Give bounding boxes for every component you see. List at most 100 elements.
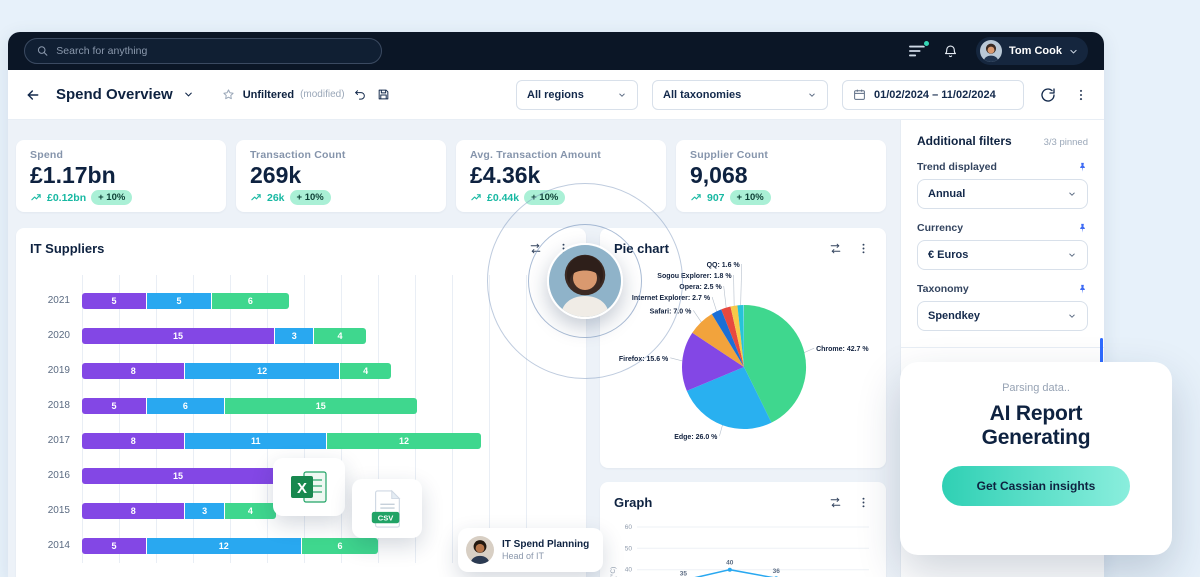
bar-segment[interactable]: 8: [82, 432, 185, 449]
bar-segment[interactable]: 8: [82, 502, 185, 519]
pie-label: Chrome: 42.7 %: [816, 346, 869, 353]
filter-label-trend: Trend displayed: [917, 161, 1088, 173]
graph-point[interactable]: [727, 567, 732, 572]
presenter-name-card[interactable]: IT Spend Planning Head of IT: [458, 528, 604, 572]
bar-segment[interactable]: 15: [82, 327, 274, 344]
bar-segment[interactable]: 11: [185, 432, 327, 449]
pie-label: Firefox: 15.6 %: [619, 356, 669, 363]
back-button[interactable]: [22, 85, 44, 105]
bar-track: 8 11 12: [82, 432, 481, 449]
top-navbar: Tom Cook: [8, 32, 1104, 70]
bar-segment[interactable]: 3: [185, 502, 224, 519]
divider: [901, 347, 1104, 348]
csv-file-card[interactable]: CSV: [352, 479, 422, 538]
kebab-menu-icon: [1079, 89, 1083, 100]
bar-segment[interactable]: 8: [82, 362, 185, 379]
chevron-down-icon: [1069, 314, 1075, 318]
right-chart-column: Pie chart QQ: 1.6 %: [600, 228, 886, 577]
bar-segment[interactable]: 3: [275, 327, 314, 344]
card-menu-button[interactable]: [855, 240, 872, 257]
bar-segment[interactable]: 5: [82, 537, 146, 554]
user-menu[interactable]: Tom Cook: [976, 37, 1088, 65]
scrollbar-thumb[interactable]: [1100, 338, 1103, 364]
pin-icon[interactable]: [1077, 284, 1088, 295]
date-range-picker[interactable]: 01/02/2024 – 11/02/2024: [842, 79, 1024, 110]
taxonomies-filter-value: All taxonomies: [663, 88, 742, 101]
bar-segment[interactable]: 6: [212, 292, 289, 309]
swap-axes-button[interactable]: [826, 494, 845, 511]
bar-segment[interactable]: 5: [82, 292, 146, 309]
graph-point-label: 36: [773, 568, 781, 575]
save-icon: [378, 89, 388, 100]
taxonomies-filter-select[interactable]: All taxonomies: [652, 79, 828, 110]
bar-segment[interactable]: 5: [82, 397, 146, 414]
search-box[interactable]: [24, 38, 382, 64]
bell-icon: [944, 45, 957, 58]
card-menu-button[interactable]: [855, 494, 872, 511]
taxonomy-select[interactable]: Spendkey: [917, 301, 1088, 331]
bar-segment[interactable]: 6: [301, 537, 379, 554]
bar-segment[interactable]: 5: [147, 292, 211, 309]
pie-slice[interactable]: [686, 367, 772, 430]
kpi-trend: £0.44k + 10%: [470, 190, 652, 206]
undo-button[interactable]: [351, 86, 369, 103]
bar-segment[interactable]: 15: [224, 397, 417, 414]
notifications-button[interactable]: [943, 43, 958, 59]
navbar-right: Tom Cook: [909, 37, 1088, 65]
notification-dot: [923, 40, 931, 47]
card-actions: [826, 494, 872, 511]
date-range-value: 01/02/2024 – 11/02/2024: [874, 88, 996, 101]
get-insights-button[interactable]: Get Cassian insights: [942, 466, 1130, 507]
chevron-down-icon: [619, 92, 625, 97]
pie-chart-card: Pie chart QQ: 1.6 %: [600, 228, 886, 468]
bar-segment[interactable]: 12: [185, 362, 339, 379]
bar-segment[interactable]: 4: [224, 502, 276, 519]
toolbar-menu-button[interactable]: [1072, 86, 1090, 104]
pie-slice[interactable]: [721, 306, 744, 368]
pie-slice[interactable]: [711, 309, 744, 367]
currency-select[interactable]: € Euros: [917, 240, 1088, 270]
bar-segment[interactable]: 12: [147, 537, 301, 554]
dashboard-content: Spend £1.17bn £0.12bn + 10% Transaction …: [8, 120, 900, 577]
graph-line[interactable]: [637, 568, 869, 577]
graph-title: Graph: [614, 495, 653, 510]
search-input[interactable]: [56, 45, 369, 57]
excel-file-card[interactable]: X: [273, 458, 345, 516]
save-view-button[interactable]: [375, 86, 392, 103]
card-header: Graph: [600, 482, 886, 511]
pie-slice[interactable]: [730, 305, 745, 367]
pin-icon[interactable]: [1077, 223, 1088, 234]
kpi-badge: + 10%: [729, 190, 771, 206]
pie-slice[interactable]: [692, 314, 744, 367]
trend-displayed-select[interactable]: Annual: [917, 179, 1088, 209]
refresh-button[interactable]: [1038, 85, 1058, 105]
chevron-down-icon: [1070, 49, 1077, 54]
presenter-video-bubble[interactable]: [547, 243, 623, 319]
y-tick-label: 60: [625, 524, 633, 531]
pie-slice[interactable]: [744, 304, 807, 423]
bar-segment[interactable]: 6: [147, 397, 224, 414]
presenter-chip-text: IT Spend Planning Head of IT: [502, 539, 589, 561]
page-title-dropdown[interactable]: [181, 87, 196, 102]
trend-up-icon: [691, 194, 701, 201]
filters-header: Additional filters 3/3 pinned: [917, 134, 1088, 148]
pin-icon[interactable]: [1077, 162, 1088, 173]
regions-filter-select[interactable]: All regions: [516, 79, 638, 110]
pie-slice[interactable]: [737, 305, 744, 367]
favorite-view-button[interactable]: [220, 86, 237, 103]
pie-slice[interactable]: [682, 332, 744, 391]
swap-axes-button[interactable]: [826, 240, 845, 257]
swap-axes-button[interactable]: [526, 240, 545, 257]
bar-segment[interactable]: 15: [82, 467, 274, 484]
bar-category-label: 2015: [47, 505, 70, 516]
bar-segment[interactable]: 12: [327, 432, 481, 449]
swap-axes-icon: [830, 497, 841, 508]
bar-segment[interactable]: 4: [314, 327, 366, 344]
graph-point-label: 35: [680, 570, 688, 577]
pie-chart-title: Pie chart: [614, 241, 669, 256]
bar-segment[interactable]: 4: [339, 362, 392, 379]
select-value: € Euros: [928, 249, 969, 261]
activity-feed-button[interactable]: [909, 40, 931, 58]
